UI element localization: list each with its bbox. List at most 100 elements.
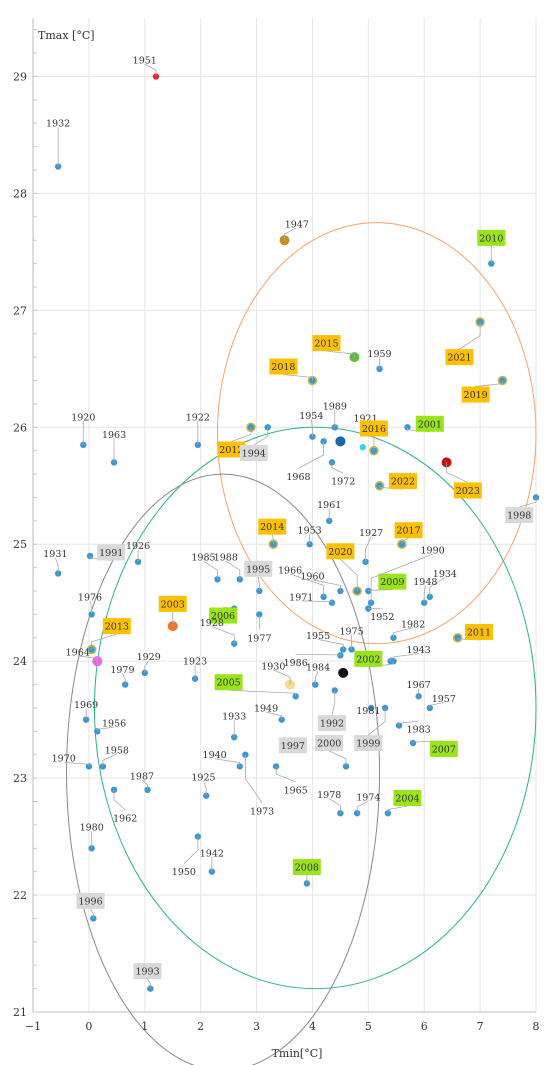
label-1959: 1959 xyxy=(367,349,391,360)
label-1950: 1950 xyxy=(172,867,196,878)
label-box-2004 xyxy=(393,789,422,806)
label-box-1991 xyxy=(97,544,126,561)
label-1947: 1947 xyxy=(285,219,309,230)
leader-line xyxy=(54,557,59,574)
label-2013: 2013 xyxy=(105,622,129,633)
label-1920: 1920 xyxy=(71,412,95,423)
label-box-2007 xyxy=(429,740,458,757)
label-1957: 1957 xyxy=(432,694,456,705)
leader-line xyxy=(271,534,274,545)
label-2018: 2018 xyxy=(271,362,295,373)
leader-line xyxy=(89,600,93,615)
label-box-2020 xyxy=(326,543,355,560)
leader-line xyxy=(141,779,148,790)
x-tick-label: 1 xyxy=(141,1020,148,1033)
label-1928: 1928 xyxy=(200,618,224,629)
x-tick-label: 6 xyxy=(421,1020,428,1033)
point-1951 xyxy=(152,73,160,80)
leader-line xyxy=(423,585,426,603)
label-1970: 1970 xyxy=(52,754,76,765)
leader-line xyxy=(77,655,98,662)
label-2021: 2021 xyxy=(447,353,471,364)
label-1972: 1972 xyxy=(331,477,355,488)
label-2022: 2022 xyxy=(391,477,415,488)
leader-line xyxy=(183,836,199,864)
label-1987: 1987 xyxy=(130,771,154,782)
label-1930: 1930 xyxy=(261,661,285,672)
x-tick-label: 2 xyxy=(197,1020,204,1033)
leader-line xyxy=(446,462,468,483)
leader-line xyxy=(459,322,481,350)
label-1994: 1994 xyxy=(242,449,266,460)
label-box-1996 xyxy=(76,892,105,909)
label-1967: 1967 xyxy=(407,680,431,691)
label-1934: 1934 xyxy=(433,569,457,580)
label-2016: 2016 xyxy=(362,424,386,435)
leader-line xyxy=(113,789,126,811)
x-tick-label: 5 xyxy=(365,1020,372,1033)
leader-line xyxy=(429,577,446,597)
leader-line xyxy=(91,633,117,650)
label-1976: 1976 xyxy=(78,592,102,603)
label-box-1995 xyxy=(244,560,273,577)
label-2000: 2000 xyxy=(317,739,341,750)
label-box-2008 xyxy=(292,858,321,875)
leader-line xyxy=(275,766,296,783)
label-box-1999 xyxy=(354,735,383,752)
leader-line xyxy=(401,537,409,545)
label-box-2016 xyxy=(359,420,388,437)
label-1977: 1977 xyxy=(247,633,271,644)
leader-line xyxy=(367,589,393,592)
cluster-ellipses xyxy=(66,222,537,1065)
leader-line xyxy=(368,707,386,736)
label-1949: 1949 xyxy=(254,703,278,714)
label-1982: 1982 xyxy=(401,619,425,630)
label-1973: 1973 xyxy=(250,806,274,817)
leader-line xyxy=(317,639,344,650)
label-2009: 2009 xyxy=(380,577,404,588)
grid-lines xyxy=(32,18,537,1013)
label-1954: 1954 xyxy=(299,411,323,422)
leader-line xyxy=(273,669,291,685)
label-2019: 2019 xyxy=(464,390,488,401)
leader-line xyxy=(370,553,433,603)
label-box-2003 xyxy=(158,595,187,612)
label-2020: 2020 xyxy=(328,547,352,558)
label-box-2014 xyxy=(258,518,287,535)
x-tick-label: 4 xyxy=(309,1020,316,1033)
label-1969: 1969 xyxy=(74,700,98,711)
label-1985: 1985 xyxy=(191,553,215,564)
leader-line xyxy=(328,798,341,814)
label-box-2010 xyxy=(477,229,506,246)
label-1966: 1966 xyxy=(278,565,302,576)
label-1991: 1991 xyxy=(99,548,123,559)
label-2017: 2017 xyxy=(396,526,420,537)
leader-line xyxy=(203,560,218,580)
leader-line xyxy=(122,673,126,685)
label-1983: 1983 xyxy=(407,725,431,736)
label-1968: 1968 xyxy=(286,472,310,483)
leader-line xyxy=(289,573,325,597)
label-1992: 1992 xyxy=(320,719,344,730)
point-marker xyxy=(338,667,349,678)
label-2010: 2010 xyxy=(479,233,503,244)
label-1961: 1961 xyxy=(317,500,341,511)
point-labels: 1951 1932 1947 2010 2021 2015 1959 2018 2019 1920… xyxy=(43,56,537,989)
label-2012: 2012 xyxy=(219,445,243,456)
label-box-1998 xyxy=(505,507,534,523)
label-1948: 1948 xyxy=(413,577,437,588)
label-1921: 1921 xyxy=(353,413,377,424)
label-2023: 2023 xyxy=(456,486,480,497)
y-tick-label: 22 xyxy=(13,889,27,902)
label-1932: 1932 xyxy=(46,119,70,130)
leader-line xyxy=(284,227,297,241)
leader-line xyxy=(331,462,344,474)
label-1943: 1943 xyxy=(407,645,431,656)
leader-line xyxy=(63,761,90,767)
leader-line xyxy=(398,720,419,726)
label-1995: 1995 xyxy=(246,564,270,575)
leader-line xyxy=(329,750,347,767)
label-1986: 1986 xyxy=(284,658,308,669)
leader-line xyxy=(295,653,341,656)
